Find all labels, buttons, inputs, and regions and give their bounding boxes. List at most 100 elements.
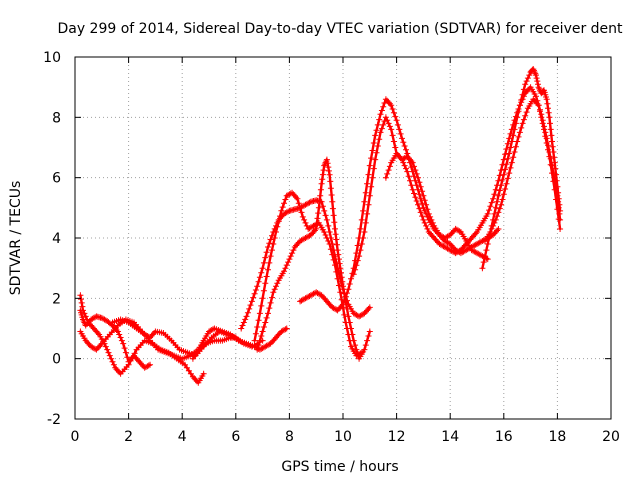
y-tick-label: 10 [43,50,61,66]
data-point [508,138,515,145]
data-point [314,215,321,222]
data-point [486,207,493,214]
data-point [290,247,297,254]
data-point [242,316,249,323]
data-point [318,180,325,187]
data-point [519,91,526,98]
data-point [244,309,251,316]
data-point [255,317,262,324]
data-point [503,146,510,152]
data-point [251,290,258,297]
data-point [262,254,269,261]
data-point [145,333,152,340]
data-point [512,143,519,150]
data-point [333,236,340,243]
data-point [82,313,89,320]
data-point [329,198,336,205]
series-markers-2 [77,292,207,386]
data-point [495,192,502,199]
data-point [256,274,263,281]
data-point [415,186,421,193]
data-point [319,203,326,210]
data-point [247,302,254,309]
data-point [510,154,517,161]
data-point [389,132,396,139]
data-point [504,175,511,182]
data-point [361,229,368,235]
data-point [544,100,551,107]
x-tick-label: 16 [495,429,513,445]
data-point [356,253,363,260]
data-point [352,266,359,273]
data-point [385,167,392,174]
data-point [335,251,342,258]
data-point [378,125,385,132]
data-point [506,135,513,142]
data-point [496,172,503,179]
data-point [382,114,389,121]
data-point [255,342,262,349]
data-point [415,201,421,208]
data-point [551,159,558,166]
data-point [265,244,271,250]
data-point [319,171,326,178]
data-point [283,262,290,269]
data-point [373,127,380,134]
data-point [413,182,420,189]
data-point [508,159,515,166]
data-point [499,161,506,168]
data-point [256,337,263,344]
series-markers-12 [479,66,564,272]
data-point [258,269,265,276]
data-point [557,225,564,232]
data-point [263,314,270,321]
data-point [484,256,491,263]
data-point [361,346,368,353]
data-point [78,299,85,306]
x-tick-labels: 0 2 4 6 8 10 12 14 16 18 20 [71,429,620,445]
data-point [346,281,353,287]
data-point [425,210,432,217]
data-point [502,186,509,192]
data-point [286,256,293,263]
data-point [384,170,391,177]
data-point [499,196,506,203]
data-point [393,117,400,124]
data-point [316,198,323,205]
data-point [127,357,134,364]
x-tick-label: 12 [388,429,406,445]
series-group [77,66,564,386]
data-point [124,354,131,361]
data-point [407,177,413,184]
data-point [479,265,486,272]
data-point [520,116,527,123]
data-point [341,311,348,318]
data-point [330,256,337,263]
data-point [500,156,507,163]
data-point [332,262,338,269]
data-point [78,296,84,303]
data-point [396,126,403,133]
data-point [503,161,510,168]
data-point [185,367,192,374]
data-point [380,121,387,128]
data-point [388,102,395,109]
data-point [339,278,346,285]
data-point [412,167,419,174]
data-point [333,268,340,275]
data-point [365,171,372,178]
data-point [287,253,294,260]
data-point [345,313,352,320]
data-point [553,177,560,184]
data-point [417,209,424,216]
data-point [327,178,334,185]
data-point [364,180,371,187]
series-markers-1 [77,307,154,371]
data-point [344,305,350,312]
data-point [518,97,525,103]
data-point [523,109,530,116]
data-point [329,251,336,258]
data-point [259,328,266,335]
data-point [325,164,332,171]
data-point [337,289,344,296]
